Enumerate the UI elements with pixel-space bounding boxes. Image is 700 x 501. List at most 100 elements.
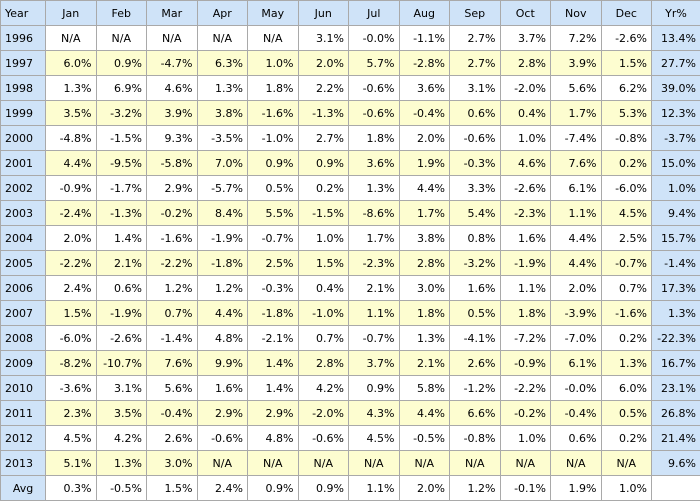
month-return-cell: -1.6% <box>601 301 652 326</box>
month-return-cell: -2.6% <box>96 326 147 351</box>
year-total-cell: -3.7% <box>652 126 700 151</box>
month-return-cell: 3.3% <box>450 176 501 201</box>
month-return-cell: 2.7% <box>450 26 501 51</box>
month-return-cell: 5.4% <box>450 201 501 226</box>
month-return-cell: -1.5% <box>96 126 147 151</box>
month-return-cell: 3.8% <box>197 101 248 126</box>
month-return-cell: 1.3% <box>46 76 97 101</box>
month-return-cell: -3.2% <box>96 101 147 126</box>
month-return-cell: -2.3% <box>500 201 551 226</box>
month-return-cell: 1.3% <box>601 351 652 376</box>
year-total-cell: 17.3% <box>652 276 700 301</box>
month-return-cell: 1.2% <box>197 276 248 301</box>
month-return-cell: -1.3% <box>96 201 147 226</box>
month-return-cell: 2.0% <box>551 276 602 301</box>
month-return-cell: 2.3% <box>46 401 97 426</box>
month-return-cell: 1.0% <box>500 126 551 151</box>
month-return-cell: -10.7% <box>96 351 147 376</box>
month-return-cell: 0.6% <box>551 426 602 451</box>
month-return-cell: -0.2% <box>147 201 198 226</box>
month-return-cell: -1.4% <box>147 326 198 351</box>
month-return-cell: 2.6% <box>147 426 198 451</box>
month-return-cell: -8.6% <box>349 201 400 226</box>
month-return-cell: 1.3% <box>96 451 147 476</box>
month-return-cell: 1.4% <box>248 351 299 376</box>
table-row: 2002-0.9%-1.7%2.9%-5.7%0.5%0.2%1.3%4.4%3… <box>1 176 700 201</box>
month-return-cell: 7.0% <box>197 151 248 176</box>
month-return-cell: -1.0% <box>248 126 299 151</box>
month-return-cell: 3.9% <box>551 51 602 76</box>
month-return-cell: 0.6% <box>96 276 147 301</box>
year-total-cell: 9.4% <box>652 201 700 226</box>
month-return-cell: 1.5% <box>601 51 652 76</box>
month-return-cell: 0.3% <box>46 476 97 501</box>
month-return-cell: 6.0% <box>601 376 652 401</box>
header-month: Oct <box>500 1 551 26</box>
month-return-cell: -2.0% <box>298 401 349 426</box>
month-return-cell: -3.5% <box>197 126 248 151</box>
month-return-cell: N/A <box>551 451 602 476</box>
table-row: 2005-2.2%2.1%-2.2%-1.8%2.5%1.5%-2.3%2.8%… <box>1 251 700 276</box>
month-return-cell: 0.2% <box>601 326 652 351</box>
month-return-cell: 3.7% <box>500 26 551 51</box>
month-return-cell: 4.5% <box>46 426 97 451</box>
month-return-cell: 3.8% <box>399 226 450 251</box>
year-total-cell: 23.1% <box>652 376 700 401</box>
month-return-cell: -9.5% <box>96 151 147 176</box>
month-return-cell: 2.0% <box>399 126 450 151</box>
month-return-cell: 2.0% <box>399 476 450 501</box>
month-return-cell: 1.5% <box>147 476 198 501</box>
month-return-cell: 3.0% <box>147 451 198 476</box>
month-return-cell: 6.0% <box>46 51 97 76</box>
month-return-cell: 1.1% <box>500 276 551 301</box>
year-cell: 2005 <box>1 251 46 276</box>
year-cell: 2008 <box>1 326 46 351</box>
month-return-cell: 6.6% <box>450 401 501 426</box>
month-return-cell: 6.2% <box>601 76 652 101</box>
month-return-cell: N/A <box>46 26 97 51</box>
month-return-cell: N/A <box>349 451 400 476</box>
month-return-cell: 3.6% <box>349 151 400 176</box>
month-return-cell: 4.5% <box>349 426 400 451</box>
month-return-cell: -0.9% <box>46 176 97 201</box>
month-return-cell: 5.3% <box>601 101 652 126</box>
year-total-cell: 26.8% <box>652 401 700 426</box>
month-return-cell: -1.6% <box>248 101 299 126</box>
month-return-cell: -0.1% <box>500 476 551 501</box>
month-return-cell: 3.7% <box>349 351 400 376</box>
month-return-cell: 2.8% <box>298 351 349 376</box>
month-return-cell: 3.5% <box>96 401 147 426</box>
month-return-cell: 2.9% <box>147 176 198 201</box>
header-month: Aug <box>399 1 450 26</box>
month-return-cell: -0.2% <box>500 401 551 426</box>
month-return-cell: 2.7% <box>298 126 349 151</box>
header-month: Jul <box>349 1 400 26</box>
month-return-cell: 0.9% <box>96 51 147 76</box>
month-return-cell: 0.8% <box>450 226 501 251</box>
month-return-cell: -0.0% <box>551 376 602 401</box>
month-return-cell: 0.2% <box>298 176 349 201</box>
month-return-cell: 3.9% <box>147 101 198 126</box>
month-return-cell: 3.0% <box>399 276 450 301</box>
month-return-cell: 2.0% <box>46 226 97 251</box>
month-return-cell: -0.6% <box>349 76 400 101</box>
month-return-cell: 1.8% <box>399 301 450 326</box>
year-cell: 2007 <box>1 301 46 326</box>
month-return-cell: 4.6% <box>147 76 198 101</box>
month-return-cell: -1.2% <box>450 376 501 401</box>
year-total-cell: 13.4% <box>652 26 700 51</box>
year-total-cell: 21.4% <box>652 426 700 451</box>
month-return-cell: -0.6% <box>349 101 400 126</box>
month-return-cell: 1.3% <box>197 76 248 101</box>
month-return-cell: 7.6% <box>147 351 198 376</box>
year-total-cell: 15.0% <box>652 151 700 176</box>
year-cell: 2011 <box>1 401 46 426</box>
month-return-cell: -1.6% <box>147 226 198 251</box>
month-return-cell: 1.8% <box>248 76 299 101</box>
